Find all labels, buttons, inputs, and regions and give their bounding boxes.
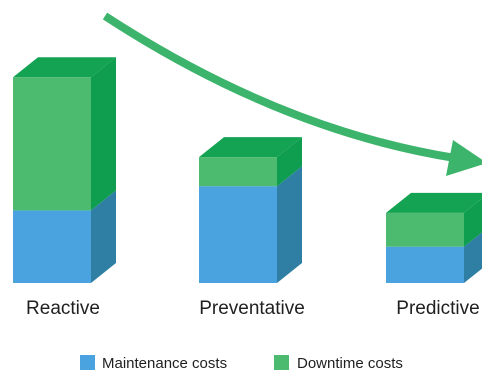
bars-group [13,57,482,283]
bar-preventative-downtime [199,137,302,187]
bar-front [13,210,91,283]
bar-front [199,157,277,187]
bar-side [464,232,482,283]
legend-item: Maintenance costs [80,355,227,371]
bar-side [277,137,302,187]
bar-predictive-maintenance [386,232,482,283]
bar-front [13,77,91,211]
legend-label: Downtime costs [297,355,403,371]
trend-arrow [102,12,482,176]
legend-swatch [80,355,95,370]
bar-reactive-maintenance [13,190,116,283]
bar-reactive-downtime [13,57,116,211]
bar-side [91,57,116,211]
trend-arrow-shaft [102,12,456,162]
bar-top [386,192,482,213]
bar-front [199,186,277,283]
bar-predictive-downtime [386,192,482,247]
legend-label: Maintenance costs [102,355,227,371]
legend-swatch [274,355,289,370]
bar-top [199,137,302,158]
bar-side [277,166,302,283]
bar-top [13,57,116,78]
bar-preventative-maintenance [199,166,302,283]
category-labels: Reactive Preventative Predictive [26,298,480,319]
trend-arrow-head [446,140,482,176]
bar-front [386,212,464,247]
bar-side [464,198,482,247]
bar-side [91,190,116,283]
category-label: Preventative [199,298,305,319]
legend: Maintenance costs Downtime costs [80,355,403,371]
category-label: Reactive [26,298,100,319]
bar-front [386,246,464,283]
category-label: Predictive [396,298,479,319]
legend-item: Downtime costs [274,355,403,371]
